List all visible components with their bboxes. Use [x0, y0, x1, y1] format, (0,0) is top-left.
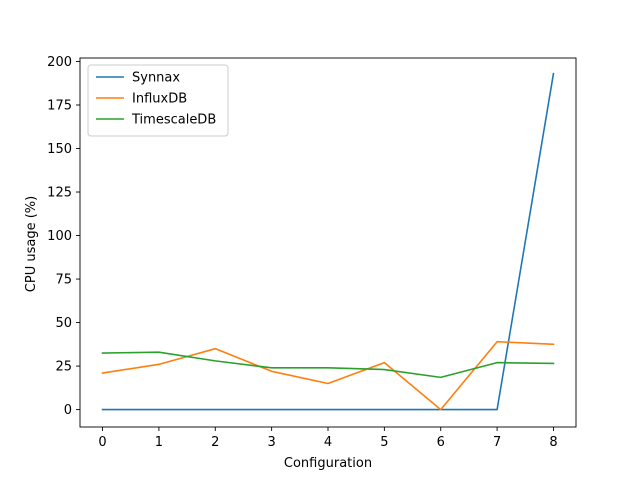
series-line-influxdb [101, 340, 555, 411]
y-tick-label: 200 [47, 55, 72, 70]
legend: Synnax InfluxDB TimescaleDB [87, 64, 229, 137]
series-line-synnax [101, 72, 555, 411]
x-tick-label: 2 [211, 435, 219, 450]
y-tick-label: 125 [47, 186, 72, 201]
legend-label-timescaledb: TimescaleDB [131, 113, 216, 128]
x-tick-label: 4 [324, 435, 332, 450]
x-tick-label: 6 [437, 435, 445, 450]
y-tick-label: 25 [55, 360, 72, 375]
y-tick-label: 150 [47, 142, 72, 157]
x-tick-label: 7 [493, 435, 501, 450]
y-axis-label: CPU usage (%) [24, 196, 39, 292]
x-axis-ticks: 0 1 2 3 4 5 6 7 8 [98, 427, 558, 450]
x-tick-label: 5 [380, 435, 388, 450]
y-tick-label: 100 [47, 229, 72, 244]
y-tick-label: 75 [55, 273, 72, 288]
x-tick-label: 8 [549, 435, 557, 450]
x-tick-label: 3 [267, 435, 275, 450]
x-tick-label: 1 [155, 435, 163, 450]
series-layer [101, 72, 555, 411]
x-axis-label: Configuration [284, 456, 372, 471]
legend-label-synnax: Synnax [132, 71, 180, 86]
x-tick-label: 0 [98, 435, 106, 450]
legend-label-influxdb: InfluxDB [132, 92, 187, 107]
series-line-timescaledb [101, 351, 555, 379]
y-tick-label: 175 [47, 98, 72, 113]
y-axis-ticks: 0 25 50 75 100 125 150 175 200 [47, 55, 80, 418]
y-tick-label: 0 [64, 403, 72, 418]
y-tick-label: 50 [55, 316, 72, 331]
